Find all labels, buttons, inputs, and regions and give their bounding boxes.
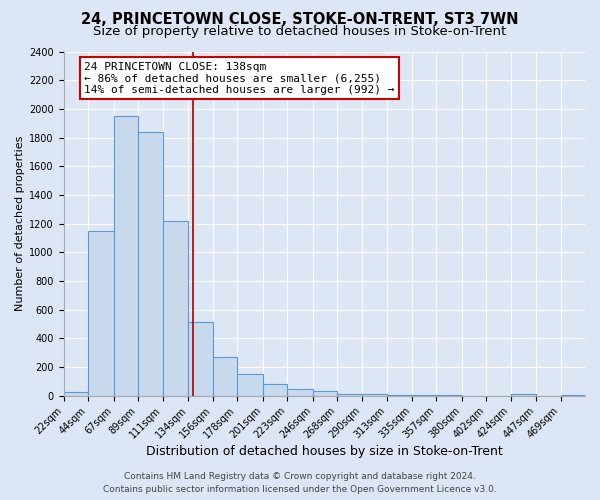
Text: Contains HM Land Registry data © Crown copyright and database right 2024.
Contai: Contains HM Land Registry data © Crown c… [103, 472, 497, 494]
Bar [263, 384, 287, 396]
X-axis label: Distribution of detached houses by size in Stoke-on-Trent: Distribution of detached houses by size … [146, 444, 503, 458]
Bar [362, 394, 387, 396]
Bar [88, 231, 113, 396]
Bar [163, 220, 188, 396]
Text: 24, PRINCETOWN CLOSE, STOKE-ON-TRENT, ST3 7WN: 24, PRINCETOWN CLOSE, STOKE-ON-TRENT, ST… [81, 12, 519, 28]
Text: 24 PRINCETOWN CLOSE: 138sqm
← 86% of detached houses are smaller (6,255)
14% of : 24 PRINCETOWN CLOSE: 138sqm ← 86% of det… [85, 62, 395, 95]
Bar [287, 388, 313, 396]
Bar [64, 392, 88, 396]
Bar [337, 394, 362, 396]
Y-axis label: Number of detached properties: Number of detached properties [15, 136, 25, 312]
Bar [188, 322, 212, 396]
Text: Size of property relative to detached houses in Stoke-on-Trent: Size of property relative to detached ho… [94, 25, 506, 38]
Bar [138, 132, 163, 396]
Bar [313, 390, 337, 396]
Bar [212, 357, 237, 396]
Bar [511, 394, 536, 396]
Bar [113, 116, 138, 396]
Bar [560, 395, 585, 396]
Bar [387, 395, 412, 396]
Bar [237, 374, 263, 396]
